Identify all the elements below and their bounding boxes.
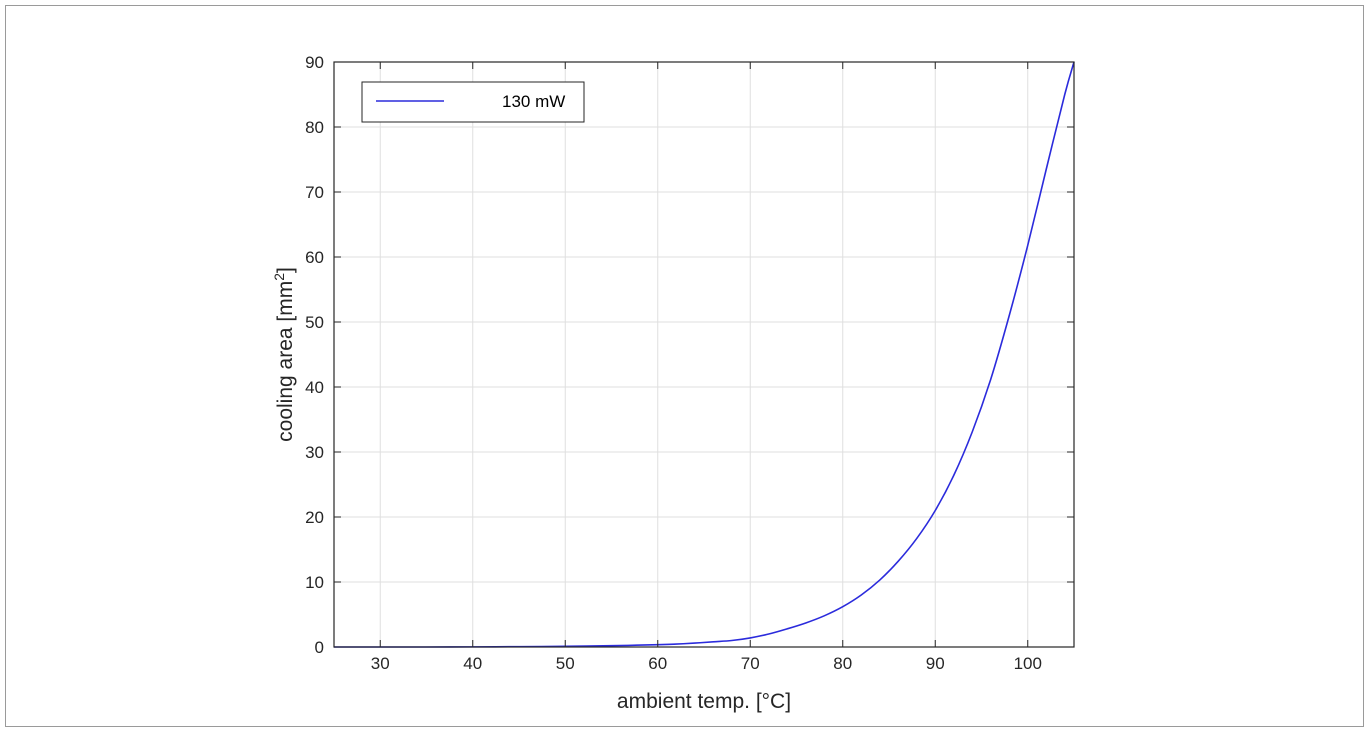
- y-tick-label: 70: [305, 183, 324, 202]
- y-tick-label: 40: [305, 378, 324, 397]
- series-layer: [334, 61, 1075, 648]
- y-tick-label: 30: [305, 443, 324, 462]
- plot-area-frame: [333, 61, 1075, 648]
- x-tick-label: 30: [371, 654, 390, 673]
- x-tick-label: 60: [648, 654, 667, 673]
- x-tick-label: 80: [833, 654, 852, 673]
- y-axis-label-main: cooling area [mm: [274, 281, 297, 442]
- y-tick-label: 60: [305, 248, 324, 267]
- grid-lines: [334, 61, 1074, 648]
- x-tick-label: 40: [463, 654, 482, 673]
- legend: 130 mW: [361, 81, 585, 123]
- y-tick-label: 0: [315, 638, 324, 657]
- legend-box: [361, 81, 585, 123]
- y-axis-label: cooling area [mm2]: [271, 267, 297, 442]
- y-tick-label: 20: [305, 508, 324, 527]
- y-axis-label-end: ]: [274, 267, 297, 273]
- x-tick-label: 100: [1014, 654, 1042, 673]
- x-tick-label: 90: [926, 654, 945, 673]
- figure-frame: [5, 5, 1364, 727]
- x-tick-label: 70: [741, 654, 760, 673]
- series-line: [334, 61, 1075, 648]
- y-tick-label: 50: [305, 313, 324, 332]
- x-tick-label: 50: [556, 654, 575, 673]
- y-tick-label: 80: [305, 118, 324, 137]
- axis-ticks: 30 40 50 60 70 80 90 100 0 10 20 30 40 50 60 70 80 90: [305, 53, 1074, 673]
- y-tick-label: 10: [305, 573, 324, 592]
- y-tick-label: 90: [305, 53, 324, 72]
- y-axis-label-superscript: 2: [271, 273, 287, 281]
- legend-label: 130 mW: [502, 92, 565, 111]
- x-axis-label: ambient temp. [°C]: [617, 690, 791, 713]
